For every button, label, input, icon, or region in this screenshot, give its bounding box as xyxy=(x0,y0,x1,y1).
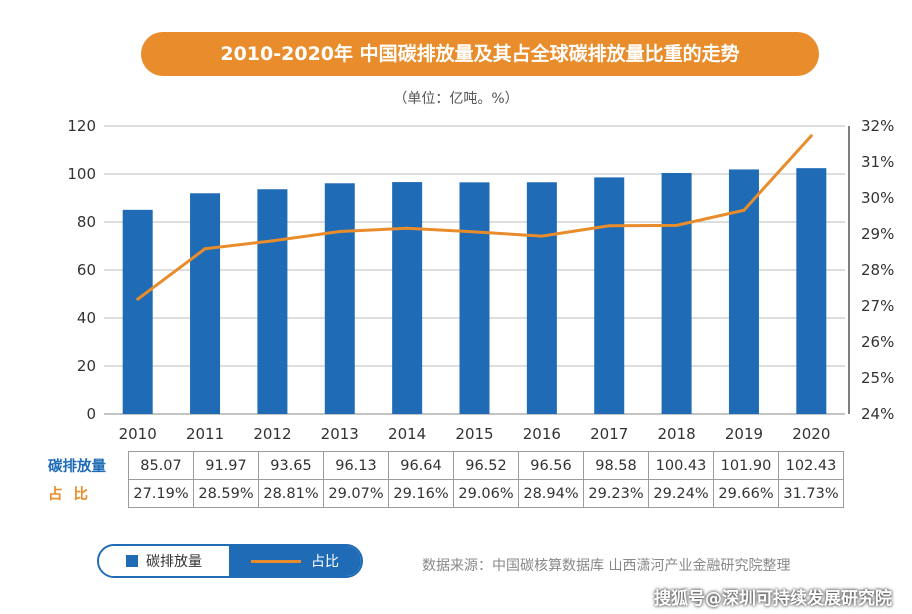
share-point xyxy=(136,297,140,301)
x-tick-label: 2017 xyxy=(590,425,628,443)
right-tick-label: 25% xyxy=(861,369,894,387)
x-tick-label: 2011 xyxy=(186,425,224,443)
share-point xyxy=(203,247,207,251)
share-point xyxy=(270,239,274,243)
chart-title: 2010-2020年 中国碳排放量及其占全球碳排放量比重的走势 xyxy=(141,32,819,76)
left-tick-label: 60 xyxy=(77,261,96,279)
share-cell: 29.07% xyxy=(323,479,389,508)
data-source: 数据来源：中国碳核算数据库 山西潇河产业金融研究院整理 xyxy=(422,558,791,574)
bar xyxy=(122,209,153,414)
row-label-emissions: 碳排放量 xyxy=(48,459,106,475)
emission-cell: 101.90 xyxy=(713,451,779,480)
left-tick-label: 0 xyxy=(86,405,96,423)
bar xyxy=(257,189,288,414)
right-tick-label: 32% xyxy=(861,117,894,135)
combo-chart: 0 20 40 60 80 100 120 24% 25% 26% 27% 28% 29% 30% 31% 3… xyxy=(67,117,894,443)
x-tick-label: 2014 xyxy=(388,425,426,443)
bar xyxy=(796,168,827,414)
x-tick-label: 2019 xyxy=(725,425,763,443)
right-tick-label: 29% xyxy=(861,225,894,243)
emission-cell: 85.07 xyxy=(128,451,194,480)
share-cell: 29.24% xyxy=(648,479,714,508)
left-tick-label: 100 xyxy=(67,165,96,183)
share-cell: 27.19% xyxy=(128,479,194,508)
emission-cell: 91.97 xyxy=(193,451,259,480)
share-cell: 29.06% xyxy=(453,479,519,508)
bar xyxy=(594,177,625,414)
emission-cell: 96.64 xyxy=(388,451,454,480)
legend-bar-item: 碳排放量 xyxy=(99,546,229,576)
unit-label: （单位：亿吨。%） xyxy=(393,91,519,107)
x-tick-label: 2018 xyxy=(657,425,695,443)
share-point xyxy=(540,234,544,238)
bar xyxy=(526,182,557,414)
share-point xyxy=(405,226,409,230)
share-cell: 28.94% xyxy=(518,479,584,508)
share-point xyxy=(809,134,813,138)
bar xyxy=(661,172,692,414)
share-cell: 29.66% xyxy=(713,479,779,508)
share-point xyxy=(473,230,476,234)
share-cell: 28.81% xyxy=(258,479,324,508)
emission-cell: 96.52 xyxy=(453,451,519,480)
legend-line-item: 占比 xyxy=(229,546,361,576)
share-point xyxy=(742,208,746,212)
bar xyxy=(324,183,355,414)
share-point xyxy=(338,229,342,233)
legend: 碳排放量 占比 xyxy=(97,544,363,578)
x-tick-label: 2010 xyxy=(119,425,157,443)
x-tick-label: 2012 xyxy=(253,425,291,443)
share-point xyxy=(675,223,679,227)
emission-cell: 102.43 xyxy=(778,451,844,480)
bar xyxy=(728,169,759,414)
emission-cell: 98.58 xyxy=(583,451,649,480)
emission-cell: 93.65 xyxy=(258,451,324,480)
emission-cell: 96.56 xyxy=(518,451,584,480)
right-tick-label: 27% xyxy=(861,297,894,315)
emission-cell: 100.43 xyxy=(648,451,714,480)
x-tick-label: 2013 xyxy=(321,425,359,443)
legend-line-label: 占比 xyxy=(311,554,339,570)
right-tick-label: 26% xyxy=(861,333,894,351)
emission-cell: 96.13 xyxy=(323,451,389,480)
bar xyxy=(392,182,423,414)
share-cell: 29.16% xyxy=(388,479,454,508)
right-tick-label: 24% xyxy=(861,405,894,423)
row-label-share: 占 比 xyxy=(48,487,92,503)
left-tick-label: 40 xyxy=(77,309,96,327)
left-tick-label: 120 xyxy=(67,117,96,135)
share-cell: 31.73% xyxy=(778,479,844,508)
watermark: 搜狐号@深圳可持续发展研究院 xyxy=(654,589,892,609)
share-point xyxy=(607,224,611,228)
line-swatch-icon xyxy=(251,559,301,563)
share-cell: 29.23% xyxy=(583,479,649,508)
right-tick-label: 31% xyxy=(861,153,894,171)
bar xyxy=(190,193,221,414)
right-tick-label: 30% xyxy=(861,189,894,207)
bar-swatch-icon xyxy=(126,555,138,567)
left-tick-label: 20 xyxy=(77,357,96,375)
legend-bar-label: 碳排放量 xyxy=(146,554,202,570)
share-cell: 28.59% xyxy=(193,479,259,508)
data-table: 碳排放量 85.07 91.97 93.65 96.13 96.64 96.52 96.56… xyxy=(40,451,844,508)
left-tick-label: 80 xyxy=(77,213,96,231)
right-tick-label: 28% xyxy=(861,261,894,279)
x-tick-label: 2015 xyxy=(455,425,493,443)
x-tick-label: 2020 xyxy=(792,425,830,443)
x-tick-label: 2016 xyxy=(523,425,561,443)
bar xyxy=(459,182,490,414)
